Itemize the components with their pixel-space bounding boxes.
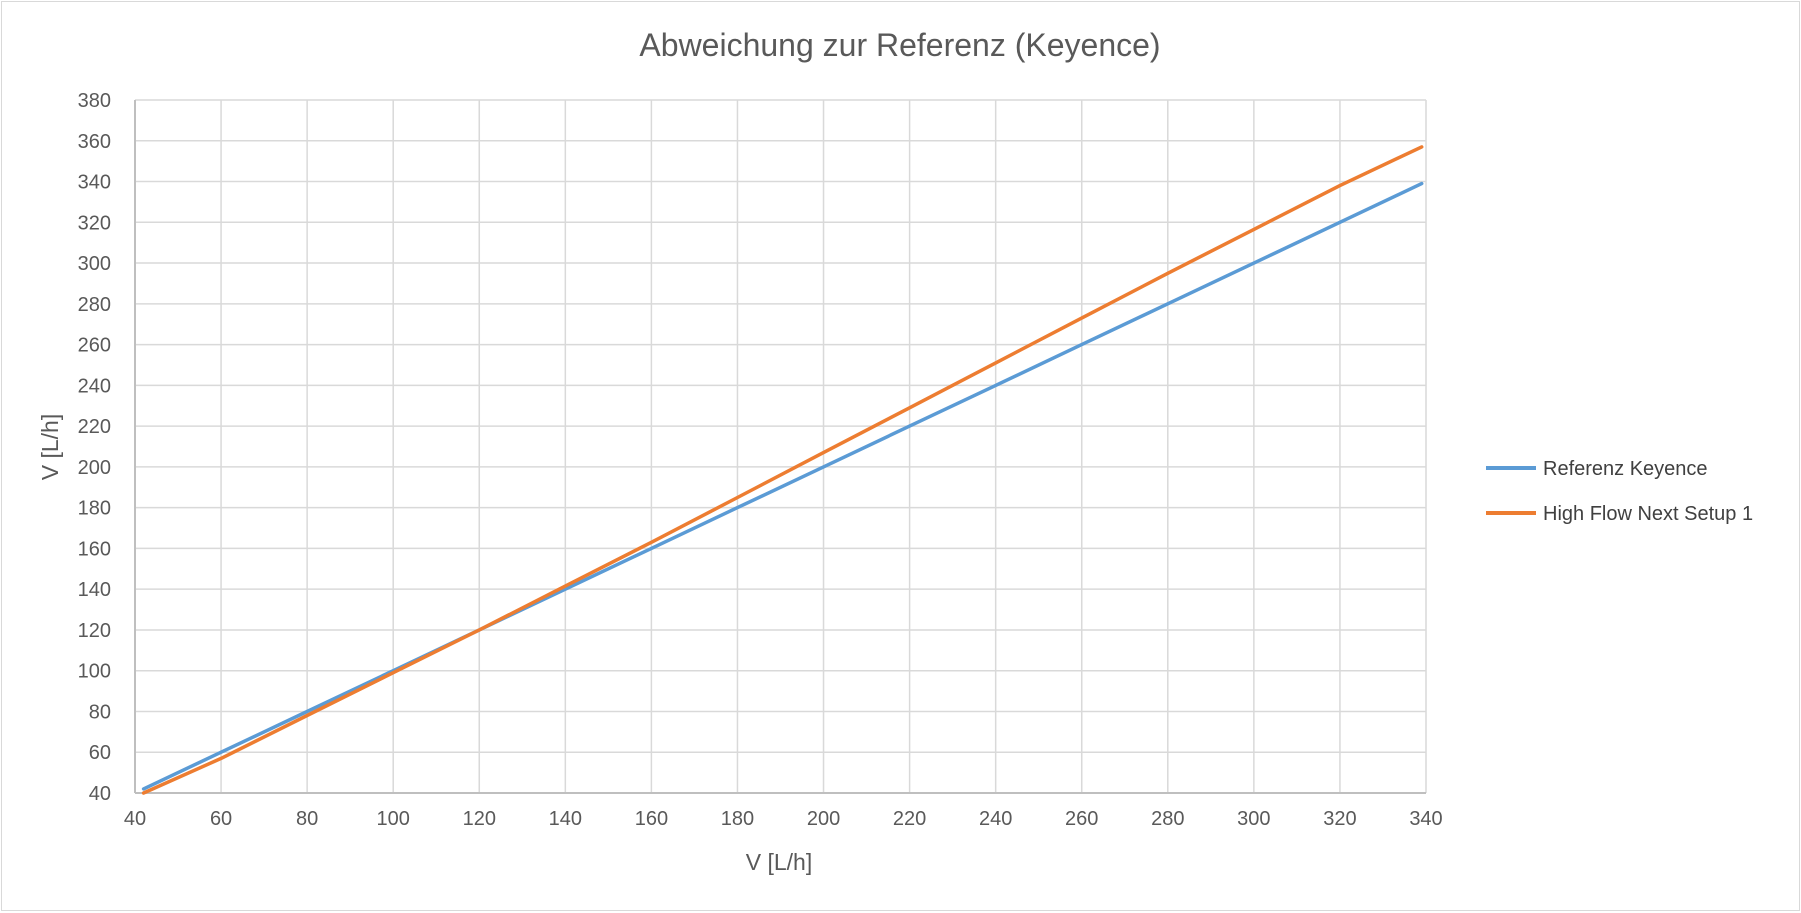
x-tick-label: 300	[1237, 808, 1270, 830]
y-tick-label: 320	[78, 212, 111, 234]
y-tick-label: 380	[78, 90, 111, 112]
x-tick-label: 260	[1065, 808, 1098, 830]
series-line-0	[141, 181, 1424, 791]
x-tick-label: 280	[1151, 808, 1184, 830]
x-tick-label: 140	[549, 808, 582, 830]
y-tick-label: 80	[89, 701, 111, 723]
series-layer	[141, 145, 1424, 795]
legend: Referenz Keyence High Flow Next Setup 1	[1486, 458, 1753, 525]
y-tick-label: 360	[78, 131, 111, 153]
ticks-layer: 40 60 80 100 120 140 160 180 200 220 240 260 280 300 3…	[78, 90, 1443, 830]
y-tick-label: 100	[78, 661, 111, 683]
x-tick-label: 320	[1323, 808, 1356, 830]
x-tick-label: 100	[377, 808, 410, 830]
x-tick-label: 180	[721, 808, 754, 830]
y-tick-label: 60	[89, 742, 111, 764]
y-tick-label: 160	[78, 538, 111, 560]
series-line-1	[141, 145, 1424, 795]
y-tick-label: 180	[78, 498, 111, 520]
y-tick-label: 40	[89, 783, 111, 805]
x-tick-label: 240	[979, 808, 1012, 830]
y-axis-title: V [L/h]	[37, 414, 63, 480]
y-tick-label: 120	[78, 620, 111, 642]
y-tick-label: 220	[78, 416, 111, 438]
chart-title: Abweichung zur Referenz (Keyence)	[639, 27, 1160, 63]
x-tick-label: 80	[296, 808, 318, 830]
grid-layer	[134, 99, 1427, 794]
x-tick-label: 40	[124, 808, 146, 830]
x-tick-label: 60	[210, 808, 232, 830]
y-tick-label: 280	[78, 294, 111, 316]
y-tick-label: 300	[78, 253, 111, 275]
y-tick-label: 200	[78, 457, 111, 479]
y-tick-label: 260	[78, 335, 111, 357]
x-axis-title: V [L/h]	[746, 849, 812, 875]
x-tick-label: 340	[1409, 808, 1442, 830]
x-tick-label: 160	[635, 808, 668, 830]
legend-label-0: Referenz Keyence	[1543, 458, 1708, 480]
y-tick-label: 240	[78, 375, 111, 397]
x-tick-label: 220	[893, 808, 926, 830]
axes-layer	[134, 100, 1426, 794]
legend-label-1: High Flow Next Setup 1	[1543, 503, 1753, 525]
y-tick-label: 140	[78, 579, 111, 601]
x-tick-label: 120	[463, 808, 496, 830]
y-tick-label: 340	[78, 172, 111, 194]
x-tick-label: 200	[807, 808, 840, 830]
